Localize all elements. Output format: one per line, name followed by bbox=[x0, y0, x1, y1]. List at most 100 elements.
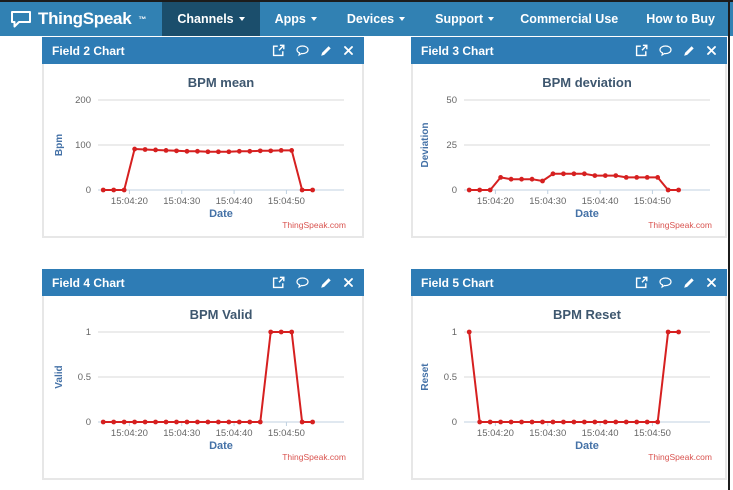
series-point bbox=[623, 175, 629, 180]
x-tick-label: 15:04:30 bbox=[529, 196, 566, 207]
edit-pencil-icon[interactable] bbox=[683, 45, 695, 57]
close-icon[interactable] bbox=[343, 45, 354, 56]
nav-link-commercial-use[interactable]: Commercial Use bbox=[520, 12, 619, 26]
series-point bbox=[215, 419, 221, 425]
series-point bbox=[466, 187, 472, 193]
close-icon[interactable] bbox=[706, 45, 717, 56]
x-axis-title: Date bbox=[575, 440, 599, 452]
series-point bbox=[257, 148, 263, 154]
x-tick-label: 15:04:50 bbox=[634, 196, 671, 207]
series-point bbox=[519, 176, 524, 182]
x-tick-label: 15:04:30 bbox=[163, 428, 200, 439]
nav-item-support[interactable]: Support bbox=[420, 2, 509, 36]
series-point bbox=[236, 148, 242, 154]
panel-body: BPM Valid 0 0.5 1 15:04:20 15:04:30 15:04:40 15… bbox=[44, 296, 362, 464]
series-point bbox=[498, 419, 504, 425]
series-point bbox=[581, 171, 587, 177]
thingspeak-brand[interactable]: ThingSpeak ™ bbox=[0, 2, 162, 36]
credits-label[interactable]: ThingSpeak.com bbox=[282, 452, 346, 462]
x-tick-label: 15:04:50 bbox=[268, 196, 305, 207]
series-point bbox=[100, 187, 106, 193]
series-point bbox=[153, 147, 158, 153]
series-point bbox=[540, 419, 545, 425]
series-point bbox=[550, 171, 556, 177]
x-tick-label: 15:04:40 bbox=[582, 196, 619, 207]
credits-label[interactable]: ThingSpeak.com bbox=[282, 220, 346, 230]
series-point bbox=[184, 148, 190, 154]
series-point bbox=[111, 187, 117, 193]
series-point bbox=[581, 419, 587, 425]
credits-label[interactable]: ThingSpeak.com bbox=[648, 452, 712, 462]
nav-item-channels[interactable]: Channels bbox=[162, 2, 260, 36]
top-navbar: ThingSpeak ™ Channels Apps Devices Suppor… bbox=[0, 2, 733, 36]
panel-header: Field 3 Chart bbox=[411, 37, 727, 64]
series-point bbox=[623, 419, 629, 425]
y-tick-label: 0.5 bbox=[444, 372, 457, 383]
series-point bbox=[278, 329, 284, 335]
open-external-icon[interactable] bbox=[272, 44, 285, 57]
chevron-down-icon bbox=[399, 17, 406, 21]
series-point bbox=[540, 178, 545, 184]
y-axis-title: Reset bbox=[420, 363, 431, 391]
series-point bbox=[655, 175, 661, 180]
nav-link-how-to-buy[interactable]: How to Buy bbox=[646, 12, 715, 26]
nav-item-label: Apps bbox=[274, 12, 306, 26]
series-point bbox=[529, 419, 535, 425]
series-point bbox=[665, 187, 671, 193]
panel-body: BPM deviation 0 25 50 15:04:20 15:04:30 15:04:… bbox=[413, 64, 725, 232]
series-point bbox=[215, 149, 221, 155]
nav-item-apps[interactable]: Apps bbox=[260, 2, 332, 36]
edit-pencil-icon[interactable] bbox=[320, 45, 332, 57]
panel-header-icons bbox=[272, 276, 354, 289]
series-point bbox=[592, 419, 598, 425]
series-point bbox=[174, 148, 179, 154]
series-point bbox=[310, 419, 315, 425]
y-tick-label: 1 bbox=[86, 327, 91, 338]
chevron-down-icon bbox=[238, 17, 245, 21]
close-icon[interactable] bbox=[343, 277, 354, 288]
series-point bbox=[529, 176, 535, 182]
series-point bbox=[508, 176, 514, 182]
nav-menu: Channels Apps Devices Support bbox=[162, 2, 509, 36]
series-point bbox=[184, 419, 190, 425]
series-point bbox=[132, 419, 138, 425]
edit-pencil-icon[interactable] bbox=[320, 277, 332, 289]
comment-icon[interactable] bbox=[296, 276, 309, 289]
nav-item-label: Channels bbox=[177, 12, 234, 26]
credits-label[interactable]: ThingSpeak.com bbox=[648, 220, 712, 230]
nav-item-devices[interactable]: Devices bbox=[332, 2, 420, 36]
y-tick-label: 25 bbox=[446, 140, 457, 151]
open-external-icon[interactable] bbox=[635, 44, 648, 57]
series-point bbox=[676, 187, 681, 193]
panel-header-icons bbox=[635, 276, 717, 289]
series-point bbox=[142, 419, 148, 425]
series-point bbox=[676, 329, 681, 335]
series-point bbox=[561, 171, 566, 177]
speech-bubble-logo-icon bbox=[11, 10, 31, 27]
open-external-icon[interactable] bbox=[635, 276, 648, 289]
y-axis-title: Valid bbox=[54, 365, 65, 388]
series-point bbox=[153, 419, 158, 425]
series-point bbox=[644, 419, 650, 425]
y-tick-label: 0 bbox=[86, 185, 91, 196]
open-external-icon[interactable] bbox=[272, 276, 285, 289]
y-axis-title: Deviation bbox=[420, 122, 431, 167]
chevron-down-icon bbox=[310, 17, 317, 21]
x-axis-title: Date bbox=[209, 440, 233, 452]
close-icon[interactable] bbox=[706, 277, 717, 288]
comment-icon[interactable] bbox=[659, 276, 672, 289]
y-axis-title: Bpm bbox=[54, 134, 65, 156]
series-point bbox=[602, 173, 608, 178]
edit-pencil-icon[interactable] bbox=[683, 277, 695, 289]
series-point bbox=[477, 187, 483, 193]
bpm-mean-chart: BPM mean 0 100 200 15:04:20 15:04:30 15:04:40 1… bbox=[54, 75, 346, 230]
series-point bbox=[613, 419, 619, 425]
panel-body: BPM Reset 0 0.5 1 15:04:20 15:04:30 15:04:40 15… bbox=[413, 296, 725, 464]
comment-icon[interactable] bbox=[296, 44, 309, 57]
comment-icon[interactable] bbox=[659, 44, 672, 57]
series-point bbox=[602, 419, 608, 425]
y-tick-label: 0.5 bbox=[78, 372, 91, 383]
series-point bbox=[477, 419, 483, 425]
series-point bbox=[613, 173, 619, 178]
y-tick-label: 1 bbox=[452, 327, 457, 338]
